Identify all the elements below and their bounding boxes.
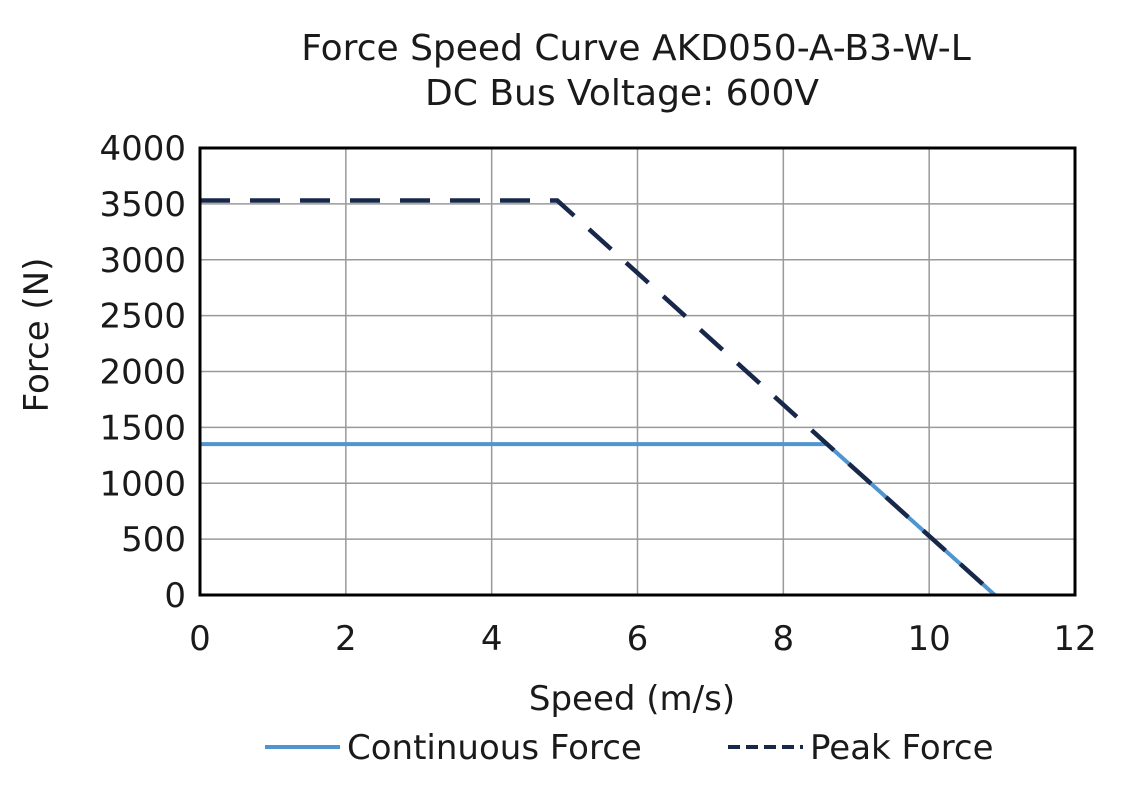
- y-tick-labels: 0 500 1000 1500 2000 2500 3000 3500 4000: [99, 129, 186, 616]
- x-tick-label: 0: [189, 619, 211, 659]
- y-tick-label: 1000: [99, 464, 186, 504]
- legend: Continuous Force Peak Force: [265, 728, 994, 768]
- x-tick-label: 10: [908, 619, 951, 659]
- y-tick-label: 1500: [99, 408, 186, 448]
- x-tick-label: 2: [335, 619, 357, 659]
- x-axis-label: Speed (m/s): [529, 679, 735, 719]
- y-axis-label: Force (N): [17, 258, 57, 413]
- legend-label: Continuous Force: [347, 728, 642, 768]
- y-tick-label: 3500: [99, 185, 186, 225]
- y-tick-label: 0: [164, 576, 186, 616]
- grid-lines: [200, 148, 1075, 595]
- chart-subtitle: DC Bus Voltage: 600V: [425, 73, 819, 114]
- x-tick-label: 6: [627, 619, 649, 659]
- legend-label: Peak Force: [810, 728, 994, 768]
- chart-title: Force Speed Curve AKD050-A-B3-W-L: [301, 28, 971, 69]
- y-tick-label: 500: [121, 520, 186, 560]
- x-tick-label: 12: [1053, 619, 1096, 659]
- y-tick-label: 2000: [99, 353, 186, 393]
- plot-frame: [198, 146, 1077, 597]
- series-lines: [200, 198, 997, 597]
- x-tick-labels: 0 2 4 6 8 10 12: [189, 619, 1096, 659]
- y-tick-label: 4000: [99, 129, 186, 169]
- y-tick-label: 3000: [99, 241, 186, 281]
- x-tick-label: 4: [481, 619, 503, 659]
- y-tick-label: 2500: [99, 297, 186, 337]
- series-line-continuous-force: [200, 442, 997, 597]
- x-tick-label: 8: [773, 619, 795, 659]
- series-line-peak-force: [200, 198, 997, 597]
